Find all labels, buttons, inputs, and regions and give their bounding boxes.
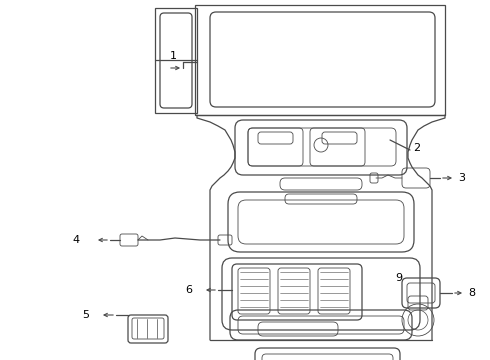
Bar bbox=[155, 8, 197, 113]
Text: 5: 5 bbox=[82, 310, 89, 320]
Bar bbox=[195, 5, 445, 115]
Text: 4: 4 bbox=[72, 235, 79, 245]
Text: 8: 8 bbox=[468, 288, 475, 298]
Text: 2: 2 bbox=[413, 143, 420, 153]
Text: 6: 6 bbox=[185, 285, 192, 295]
Text: 3: 3 bbox=[458, 173, 465, 183]
Text: 9: 9 bbox=[395, 273, 402, 283]
Text: 1: 1 bbox=[170, 51, 177, 61]
